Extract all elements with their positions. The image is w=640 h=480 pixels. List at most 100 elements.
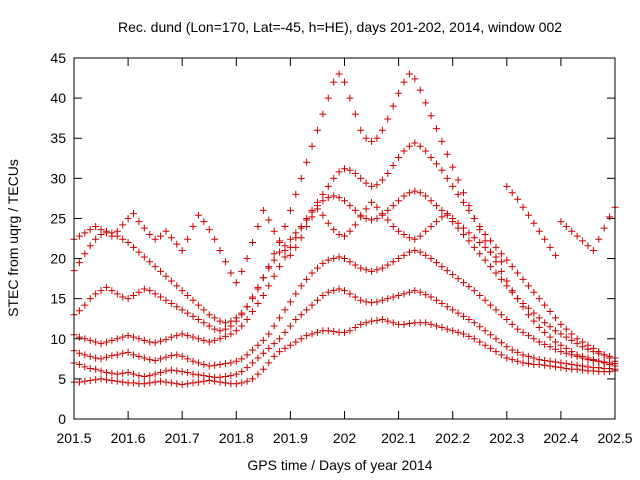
- data-point: [119, 369, 127, 377]
- data-point: [438, 137, 446, 145]
- data-point: [395, 227, 403, 235]
- data-point: [551, 251, 559, 259]
- data-point: [135, 248, 143, 256]
- data-point: [157, 232, 165, 240]
- data-point: [481, 327, 489, 335]
- data-point: [243, 351, 251, 359]
- data-point: [378, 176, 386, 184]
- data-point: [308, 269, 316, 277]
- data-point: [303, 306, 311, 314]
- data-point: [551, 327, 559, 335]
- data-point: [238, 309, 246, 317]
- data-point: [184, 355, 192, 363]
- data-point: [286, 322, 294, 330]
- data-point: [443, 210, 451, 218]
- data-point: [151, 263, 159, 271]
- data-point: [541, 235, 549, 243]
- data-point: [135, 352, 143, 360]
- data-point: [113, 227, 121, 235]
- data-point: [243, 316, 251, 324]
- data-point: [211, 325, 219, 333]
- data-point: [373, 203, 381, 211]
- data-point: [297, 335, 305, 343]
- data-point: [351, 110, 359, 118]
- data-point: [384, 115, 392, 123]
- data-point: [497, 275, 505, 283]
- data-point: [400, 147, 408, 155]
- data-point: [119, 293, 127, 301]
- data-point: [454, 309, 462, 317]
- data-point: [205, 322, 213, 330]
- data-point: [357, 264, 365, 272]
- data-point: [189, 357, 197, 365]
- data-point: [470, 287, 478, 295]
- data-point: [449, 327, 457, 335]
- data-point: [557, 330, 565, 338]
- data-point: [97, 375, 105, 383]
- data-point: [113, 370, 121, 378]
- data-point: [422, 251, 430, 259]
- data-point: [497, 267, 505, 275]
- x-tick-label: 201.5: [56, 430, 91, 446]
- data-point: [579, 352, 587, 360]
- data-point: [200, 360, 208, 368]
- data-point: [492, 335, 500, 343]
- data-point: [108, 376, 116, 384]
- data-point: [389, 161, 397, 169]
- data-point: [292, 243, 300, 251]
- data-point: [108, 369, 116, 377]
- data-point: [130, 243, 138, 251]
- series-7: [70, 182, 619, 287]
- data-point: [238, 379, 246, 387]
- data-point: [151, 235, 159, 243]
- data-point: [357, 296, 365, 304]
- data-point: [524, 211, 532, 219]
- data-point: [427, 197, 435, 205]
- data-point: [519, 328, 527, 336]
- data-point: [227, 330, 235, 338]
- data-point: [178, 368, 186, 376]
- data-point: [557, 341, 565, 349]
- data-point: [573, 351, 581, 359]
- data-point: [362, 319, 370, 327]
- data-point: [259, 291, 267, 299]
- data-point: [330, 174, 338, 182]
- data-point: [259, 365, 267, 373]
- data-point: [75, 360, 83, 368]
- data-point: [438, 324, 446, 332]
- data-point: [432, 296, 440, 304]
- data-point: [551, 314, 559, 322]
- data-point: [508, 287, 516, 295]
- data-point: [157, 337, 165, 345]
- x-tick-label: 202.4: [543, 430, 578, 446]
- data-point: [281, 328, 289, 336]
- data-point: [216, 335, 224, 343]
- data-point: [514, 357, 522, 365]
- data-point: [606, 360, 614, 368]
- data-point: [427, 222, 435, 230]
- data-point: [75, 259, 83, 267]
- data-point: [405, 288, 413, 296]
- data-point: [319, 291, 327, 299]
- data-point: [514, 295, 522, 303]
- data-point: [514, 195, 522, 203]
- data-point: [589, 344, 597, 352]
- data-point: [270, 340, 278, 348]
- data-point: [86, 352, 94, 360]
- data-point: [530, 288, 538, 296]
- data-point: [584, 341, 592, 349]
- data-point: [368, 182, 376, 190]
- data-point: [205, 372, 213, 380]
- data-point: [351, 170, 359, 178]
- data-point: [378, 264, 386, 272]
- data-point: [460, 224, 468, 232]
- data-point: [335, 285, 343, 293]
- data-point: [449, 182, 457, 190]
- data-point: [405, 142, 413, 150]
- data-point: [75, 349, 83, 357]
- data-point: [249, 359, 257, 367]
- data-point: [292, 229, 300, 237]
- data-point: [162, 367, 170, 375]
- data-point: [178, 287, 186, 295]
- data-point: [194, 316, 202, 324]
